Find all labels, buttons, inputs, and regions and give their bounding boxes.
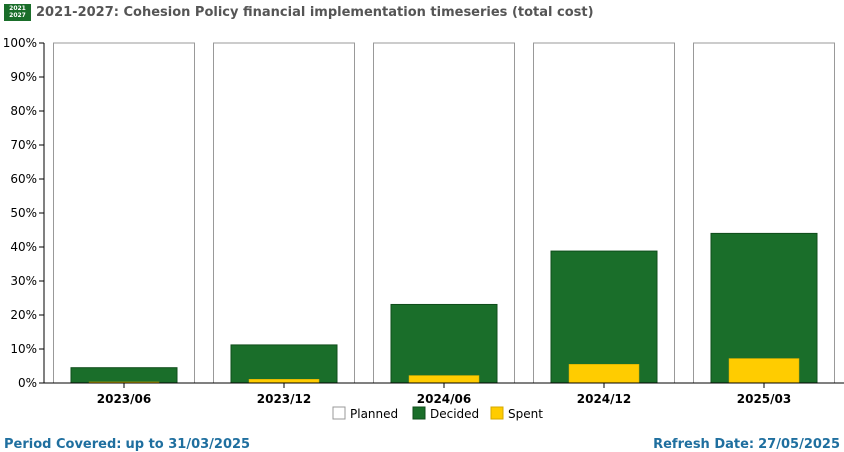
period-badge: 2021 2027: [4, 3, 31, 21]
refresh-date-value: 27/05/2025: [758, 437, 840, 452]
bar-planned: [213, 42, 355, 384]
y-tick-label: 30%: [10, 274, 37, 288]
chart-title: 2021-2027: Cohesion Policy financial imp…: [36, 4, 594, 20]
bar-spent: [248, 379, 320, 384]
period-covered: Period Covered: up to 31/03/2025: [4, 437, 250, 452]
legend-spent-swatch: [490, 406, 504, 420]
x-tick-label: 2024/06: [417, 392, 471, 406]
y-tick-label: 10%: [10, 342, 37, 356]
legend-decided-swatch: [412, 406, 426, 420]
refresh-date: Refresh Date: 27/05/2025: [653, 437, 840, 452]
bar-spent: [568, 364, 640, 384]
x-tick-label: 2023/12: [257, 392, 311, 406]
y-tick-label: 90%: [10, 70, 37, 84]
y-tick-label: 80%: [10, 104, 37, 118]
legend-spent-label: Spent: [508, 407, 543, 421]
legend-decided: Decided: [412, 406, 479, 421]
y-tick-label: 20%: [10, 308, 37, 322]
x-axis: 2023/06 2023/12 2024/06 2024/12 2025/03: [44, 382, 844, 406]
y-tick-label: 0%: [18, 376, 37, 390]
bar-decided: [70, 367, 178, 384]
bar-decided: [550, 250, 658, 384]
y-tick-label: 100%: [3, 36, 37, 50]
badge-bottom-year: 2027: [9, 12, 26, 19]
chart-header: 2021 2027 2021-2027: Cohesion Policy fin…: [4, 3, 594, 21]
refresh-date-label: Refresh Date:: [653, 437, 755, 452]
legend-planned: Planned: [332, 406, 398, 421]
bar-spent: [728, 358, 800, 384]
legend: Planned Decided Spent: [332, 406, 543, 421]
y-tick-label: 40%: [10, 240, 37, 254]
y-tick-label: 50%: [10, 206, 37, 220]
x-tick-label: 2025/03: [737, 392, 791, 406]
bar-decided: [390, 303, 498, 384]
bar-spent: [408, 375, 480, 384]
y-tick-label: 60%: [10, 172, 37, 186]
period-covered-label: Period Covered:: [4, 437, 122, 452]
bar-decided: [710, 232, 818, 384]
legend-planned-swatch: [332, 406, 346, 420]
legend-spent: Spent: [490, 406, 543, 421]
x-tick-label: 2023/06: [97, 392, 151, 406]
y-tick-label: 70%: [10, 138, 37, 152]
badge-top-year: 2021: [9, 5, 26, 12]
bar-planned: [53, 42, 195, 384]
bar-decided: [230, 344, 338, 384]
legend-decided-label: Decided: [430, 407, 479, 421]
bars: [53, 42, 835, 384]
y-axis: 0% 10% 20% 30% 40% 50% 60% 70% 80% 90% 100%: [3, 36, 45, 390]
legend-planned-label: Planned: [350, 407, 398, 421]
period-covered-value: up to 31/03/2025: [125, 437, 251, 452]
x-tick-label: 2024/12: [577, 392, 631, 406]
